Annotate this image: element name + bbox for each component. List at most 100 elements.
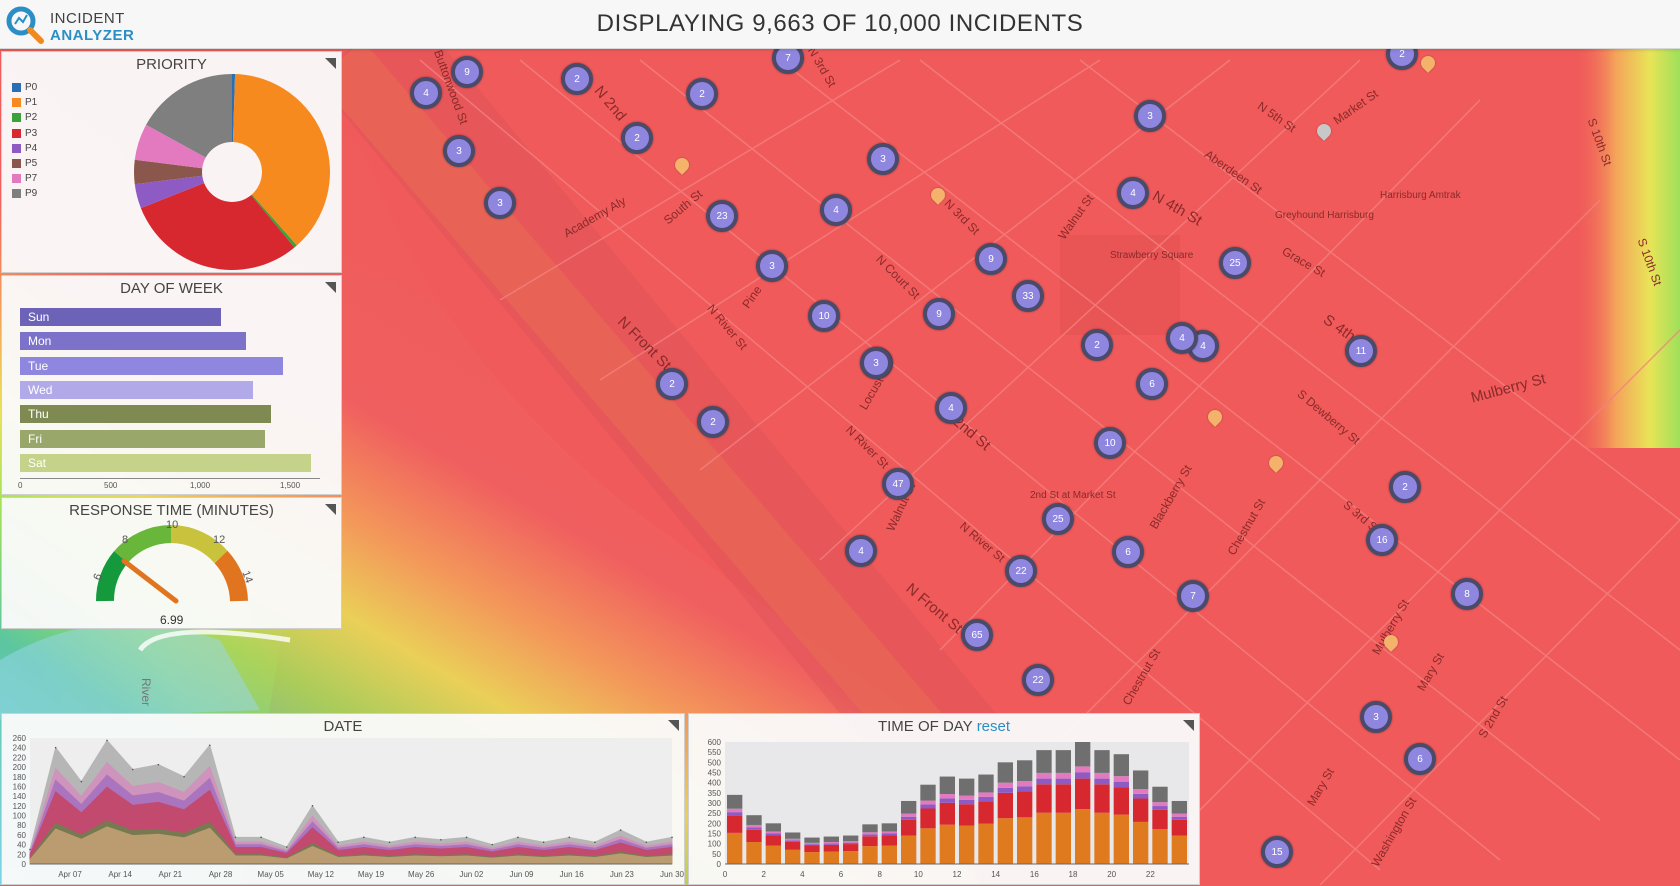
incident-cluster[interactable]: 33 [1012, 280, 1044, 312]
incident-cluster[interactable]: 65 [961, 619, 993, 651]
incident-cluster[interactable]: 6 [1404, 743, 1436, 775]
incident-cluster[interactable]: 3 [484, 187, 516, 219]
incident-cluster[interactable]: 4 [1117, 177, 1149, 209]
legend-item[interactable]: P0 [12, 80, 37, 95]
incident-cluster[interactable]: 3 [867, 143, 899, 175]
incident-cluster[interactable]: 47 [882, 468, 914, 500]
y-tick: 300 [708, 799, 722, 808]
x-tick: 2 [761, 870, 766, 879]
reset-link[interactable]: reset [976, 718, 1011, 735]
y-tick: 140 [13, 792, 27, 801]
x-tick: 8 [877, 870, 882, 879]
plot-area [725, 742, 1189, 864]
incident-cluster[interactable]: 2 [561, 63, 593, 95]
legend-item[interactable]: P5 [12, 156, 37, 171]
incident-cluster[interactable]: 10 [1094, 427, 1126, 459]
day-bar-tue[interactable]: Tue [20, 356, 283, 375]
hour-bar-6 [843, 841, 859, 843]
incident-cluster[interactable]: 9 [923, 298, 955, 330]
y-tick: 250 [708, 809, 722, 818]
hour-bar-18 [1075, 778, 1091, 810]
hour-bar-21 [1133, 798, 1149, 822]
y-tick: 350 [708, 789, 722, 798]
hour-bar-23 [1171, 835, 1187, 864]
incident-cluster[interactable]: 3 [860, 347, 892, 379]
hour-bar-17 [1055, 778, 1071, 785]
incident-cluster[interactable]: 8 [1451, 578, 1483, 610]
pie-slice-p3[interactable] [140, 183, 295, 270]
collapse-corner-icon[interactable] [325, 282, 336, 293]
day-bar-mon[interactable]: Mon [20, 332, 246, 351]
pie-slice-p5[interactable] [133, 159, 203, 185]
incident-cluster[interactable]: 4 [410, 77, 442, 109]
hour-bar-14 [997, 787, 1013, 793]
date-point [645, 841, 648, 843]
incident-cluster[interactable]: 25 [1219, 247, 1251, 279]
hour-bar-4 [804, 852, 820, 864]
incident-cluster[interactable]: 4 [845, 535, 877, 567]
incident-cluster[interactable]: 16 [1366, 524, 1398, 556]
incident-cluster[interactable]: 2 [621, 122, 653, 154]
collapse-corner-icon[interactable] [325, 504, 336, 515]
legend-item[interactable]: P3 [12, 126, 37, 141]
incident-cluster[interactable]: 3 [1134, 100, 1166, 132]
pie-slice-p4[interactable] [134, 175, 205, 209]
incident-cluster[interactable]: 22 [1022, 664, 1054, 696]
legend-swatch [12, 113, 21, 123]
hour-bar-7 [862, 846, 878, 864]
legend-item[interactable]: P1 [12, 95, 37, 110]
day-bar-sat[interactable]: Sat [20, 453, 312, 472]
hour-bar-23 [1171, 819, 1187, 836]
collapse-corner-icon[interactable] [1183, 720, 1194, 731]
incident-cluster[interactable]: 4 [935, 392, 967, 424]
legend-item[interactable]: P7 [12, 171, 37, 186]
incident-cluster[interactable]: 7 [1177, 580, 1209, 612]
day-bar-fri[interactable]: Fri [20, 429, 266, 448]
incident-cluster[interactable]: 6 [1136, 368, 1168, 400]
incident-cluster[interactable]: 2 [697, 406, 729, 438]
day-bar-wed[interactable]: Wed [20, 380, 253, 399]
pie-slice-p7[interactable] [134, 124, 206, 169]
day-bar-thu[interactable]: Thu [20, 405, 271, 424]
incident-cluster[interactable]: 3 [756, 250, 788, 282]
legend-item[interactable]: P9 [12, 186, 37, 201]
legend-item[interactable]: P2 [12, 110, 37, 125]
legend-item[interactable]: P4 [12, 141, 37, 156]
hour-bar-22 [1152, 809, 1168, 830]
incident-cluster[interactable]: 11 [1345, 335, 1377, 367]
hour-bar-12 [959, 799, 975, 805]
pie-slice-p9[interactable] [146, 74, 232, 158]
pie-slice-p0[interactable] [232, 74, 236, 143]
incident-cluster[interactable]: 2 [686, 78, 718, 110]
collapse-corner-icon[interactable] [668, 720, 679, 731]
x-tick: Jun 23 [610, 870, 635, 879]
hour-bar-7 [862, 832, 878, 835]
day-bar-sun[interactable]: Sun [20, 308, 222, 326]
priority-pie-chart[interactable] [2, 52, 343, 274]
pie-slice-p1[interactable] [232, 74, 330, 246]
incident-cluster[interactable]: 3 [443, 135, 475, 167]
incident-cluster[interactable]: 23 [706, 200, 738, 232]
incident-cluster[interactable]: 3 [1360, 701, 1392, 733]
hour-bar-17 [1055, 784, 1071, 813]
date-title: DATE [323, 718, 363, 735]
incident-cluster[interactable]: 9 [975, 243, 1007, 275]
incident-cluster[interactable]: 2 [1081, 329, 1113, 361]
incident-cluster[interactable]: 15 [1261, 836, 1293, 868]
hour-bar-21 [1133, 793, 1149, 799]
incident-cluster[interactable]: 4 [820, 194, 852, 226]
incident-cluster[interactable]: 9 [451, 56, 483, 88]
collapse-corner-icon[interactable] [325, 58, 336, 69]
incident-cluster[interactable]: 2 [656, 368, 688, 400]
pie-slice-p2[interactable] [251, 194, 297, 248]
incident-cluster[interactable]: 2 [1389, 471, 1421, 503]
incident-cluster[interactable]: 25 [1042, 503, 1074, 535]
incident-cluster[interactable]: 22 [1005, 555, 1037, 587]
incident-cluster[interactable]: 6 [1112, 536, 1144, 568]
incident-cluster[interactable]: 4 [1166, 322, 1198, 354]
y-tick: 150 [708, 830, 722, 839]
date-point [414, 836, 417, 839]
incident-cluster[interactable]: 10 [808, 300, 840, 332]
